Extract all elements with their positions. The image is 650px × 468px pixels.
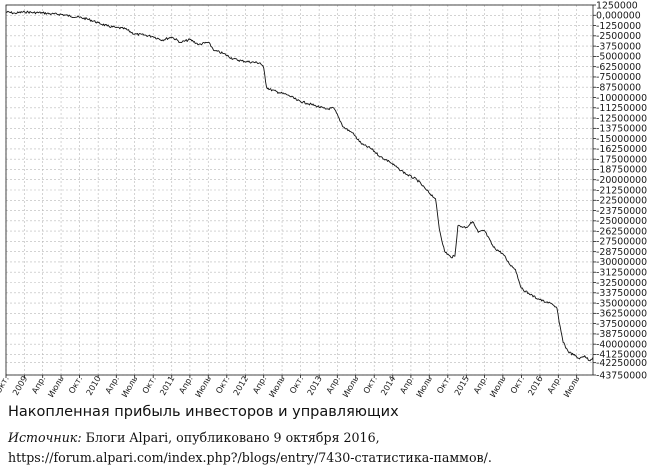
x-tick-label: Июль [119, 374, 139, 399]
x-tick-label: Июль [561, 374, 581, 399]
x-tick-label: Апр. [324, 374, 342, 395]
chart-source-note: Источник: Блоги Alpari, опубликовано 9 о… [8, 428, 644, 468]
y-tick-label: -21250000 [596, 185, 647, 196]
source-text: Блоги Alpari, опубликовано 9 октября 201… [8, 430, 492, 465]
y-tick-label: -12500000 [596, 113, 647, 124]
x-tick-label: Апр. [545, 374, 563, 395]
x-tick-label: Окт. [361, 374, 379, 395]
x-tick-label: Июль [487, 374, 507, 399]
x-tick-label: 2014 [378, 374, 397, 397]
y-tick-label: -41250000 [596, 350, 647, 361]
y-tick-label: -3750000 [596, 41, 641, 52]
x-tick-label: 2011 [157, 374, 176, 397]
x-tick-label: Июль [193, 374, 213, 399]
y-tick-label: -35000000 [596, 298, 647, 309]
x-tick-label: 2015 [452, 374, 471, 397]
x-tick-label: Окт. [508, 374, 526, 395]
chart-caption-title: Накопленная прибыль инвесторов и управля… [8, 404, 399, 420]
x-tick-label: Окт. [213, 374, 231, 395]
y-tick-label: -15000000 [596, 134, 647, 145]
y-tick-label: -2500000 [596, 31, 641, 42]
x-tick-label: 2016 [526, 374, 545, 397]
y-axis-ticks: 12500000,000000-1250000-2500000-3750000-… [593, 0, 647, 381]
x-tick-label: Апр. [471, 374, 489, 395]
y-tick-label: -8750000 [596, 83, 641, 94]
source-label: Источник: [8, 430, 82, 445]
y-tick-label: -11250000 [596, 103, 647, 114]
y-tick-label: -30000000 [596, 257, 647, 268]
y-tick-label: -26250000 [596, 226, 647, 237]
y-tick-label: -5000000 [596, 52, 641, 63]
x-tick-label: Июль [340, 374, 360, 399]
x-tick-label: Окт. [140, 374, 158, 395]
x-tick-label: Июль [46, 374, 66, 399]
y-tick-label: -43750000 [596, 370, 647, 381]
y-tick-label: -20000000 [596, 175, 647, 186]
y-tick-label: -22500000 [596, 196, 647, 207]
y-tick-label: -7500000 [596, 72, 641, 83]
y-tick-label: -28750000 [596, 247, 647, 258]
x-tick-label: Окт. [287, 374, 305, 395]
y-tick-label: -16250000 [596, 144, 647, 155]
y-tick-label: 0,000000 [596, 11, 641, 22]
x-axis-ticks: Окт. 2009 Апр.Июль Окт. 2010 Апр.Июль Окт. 2011… [0, 374, 581, 399]
x-tick-label: 2012 [231, 374, 250, 397]
x-tick-label: Апр. [103, 374, 121, 395]
y-tick-label: -40000000 [596, 339, 647, 350]
y-tick-label: -13750000 [596, 124, 647, 135]
y-tick-label: -27500000 [596, 237, 647, 248]
y-tick-label: -1250000 [596, 21, 641, 32]
x-tick-label: 2009 [10, 374, 29, 397]
y-tick-label: -31250000 [596, 268, 647, 279]
y-tick-label: -23750000 [596, 206, 647, 217]
cumulative-profit-chart: 12500000,000000-1250000-2500000-3750000-… [0, 0, 647, 399]
y-tick-label: -42250000 [596, 358, 647, 369]
x-tick-label: Окт. [435, 374, 453, 395]
chart-grid [5, 4, 593, 376]
y-tick-label: -17500000 [596, 154, 647, 165]
cumulative-profit-line [5, 10, 594, 362]
x-tick-label: 2013 [305, 374, 324, 397]
y-tick-label: -18750000 [596, 165, 647, 176]
y-tick-label: -38750000 [596, 329, 647, 340]
y-tick-label: -36250000 [596, 309, 647, 320]
y-tick-label: -25000000 [596, 216, 647, 227]
y-tick-label: -6250000 [596, 62, 641, 73]
x-tick-label: Апр. [398, 374, 416, 395]
x-tick-label: Окт. [0, 374, 11, 395]
x-tick-label: Апр. [177, 374, 195, 395]
x-tick-label: Окт. [66, 374, 84, 395]
x-tick-label: Июль [267, 374, 287, 399]
y-tick-label: -37500000 [596, 319, 647, 330]
y-tick-label: 1250000 [596, 0, 638, 11]
x-tick-label: Апр. [29, 374, 47, 395]
y-tick-label: -32500000 [596, 278, 647, 289]
x-tick-label: Июль [414, 374, 434, 399]
x-tick-label: 2010 [84, 374, 103, 397]
series-layer [5, 10, 594, 362]
y-tick-label: -10000000 [596, 93, 647, 104]
y-tick-label: -33750000 [596, 288, 647, 299]
x-tick-label: Апр. [250, 374, 268, 395]
